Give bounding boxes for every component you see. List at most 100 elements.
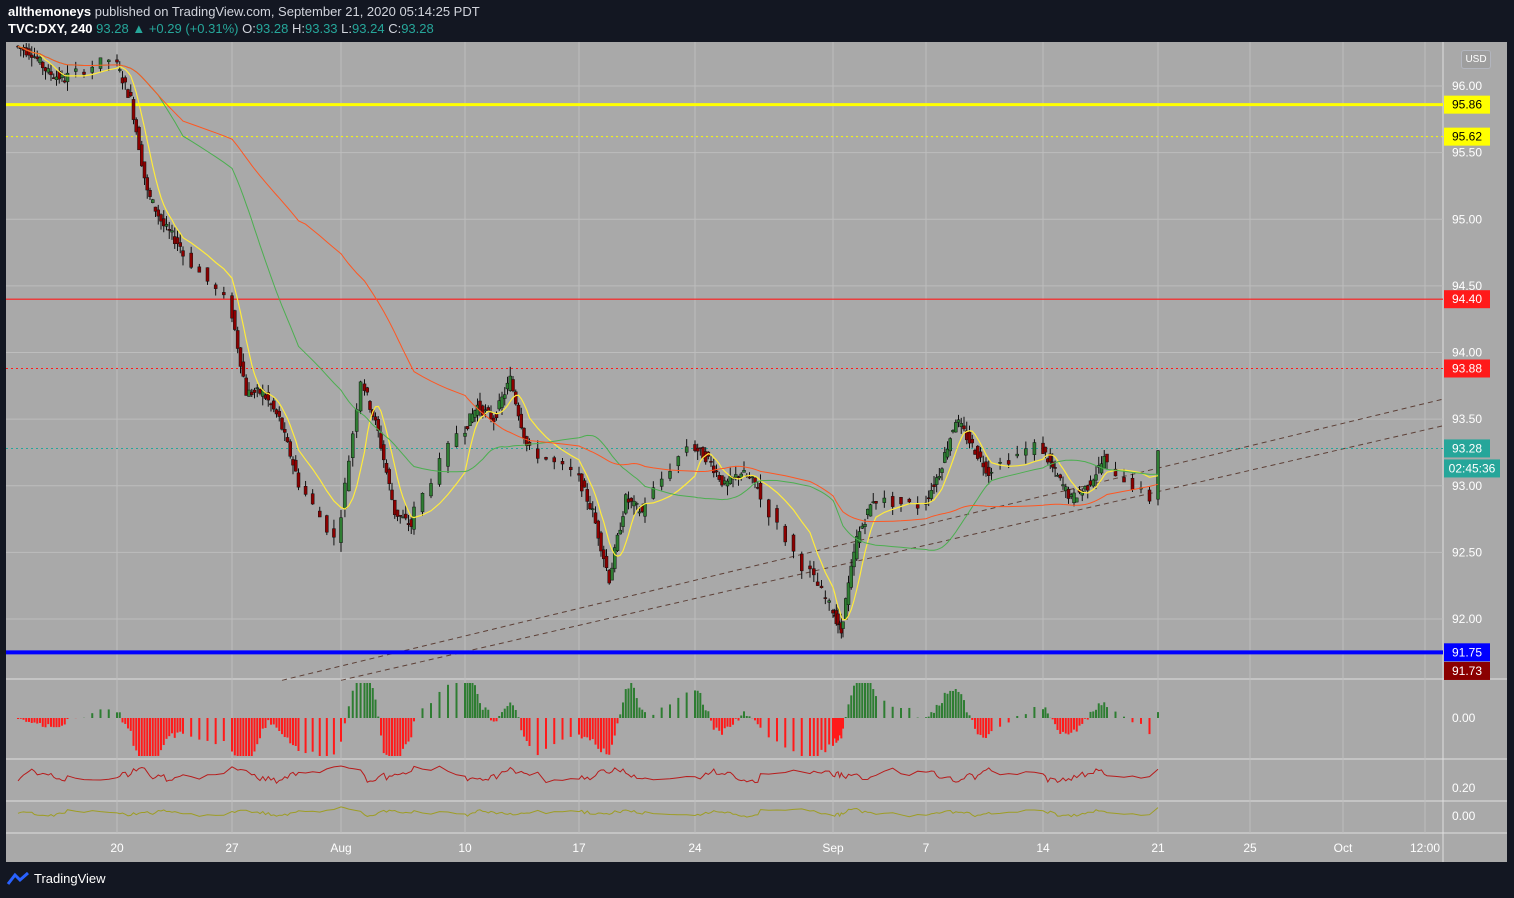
histogram-bar bbox=[602, 718, 605, 749]
histogram-bar bbox=[388, 718, 391, 756]
candle-body bbox=[1094, 474, 1098, 481]
histogram-bar bbox=[816, 718, 819, 756]
histogram-bar bbox=[1007, 718, 1010, 723]
histogram-bar bbox=[351, 690, 354, 718]
author-name[interactable]: allthemoneys bbox=[8, 4, 92, 19]
x-tick-label: 24 bbox=[688, 841, 702, 855]
candle-body bbox=[544, 457, 548, 460]
subpane-tick-label: 0.20 bbox=[1452, 781, 1476, 795]
candle-body bbox=[860, 525, 864, 529]
histogram-bar bbox=[1042, 709, 1044, 718]
price-axis[interactable] bbox=[1443, 42, 1507, 833]
candle-body bbox=[668, 471, 672, 479]
histogram-bar bbox=[242, 718, 245, 756]
candle-body bbox=[181, 250, 185, 257]
candle-body bbox=[868, 504, 873, 517]
candle-body bbox=[742, 470, 746, 473]
currency-badge[interactable]: USD bbox=[1461, 50, 1491, 69]
candle-body bbox=[915, 504, 920, 509]
candle-body bbox=[376, 419, 380, 431]
histogram-bar bbox=[605, 718, 608, 755]
histogram-bar bbox=[1123, 716, 1125, 718]
candle-body bbox=[235, 330, 240, 349]
candle-body bbox=[602, 549, 606, 560]
candle-body bbox=[429, 483, 433, 497]
candle-body bbox=[365, 387, 369, 393]
x-tick-label: Sep bbox=[822, 841, 844, 855]
time-axis[interactable] bbox=[6, 833, 1507, 862]
histogram-bar bbox=[143, 718, 146, 756]
tradingview-logo-icon bbox=[6, 871, 29, 885]
histogram-bar bbox=[404, 718, 407, 745]
histogram-bar bbox=[498, 715, 501, 718]
histogram-bar bbox=[1114, 711, 1117, 718]
histogram-bar bbox=[267, 718, 270, 721]
ma-mid-line bbox=[17, 46, 1159, 551]
high-label: H: bbox=[292, 21, 305, 36]
candle-body bbox=[659, 478, 664, 487]
histogram-bar bbox=[622, 702, 624, 718]
histogram-bar bbox=[652, 714, 655, 718]
histogram-bar bbox=[503, 708, 506, 718]
candle-body bbox=[1058, 474, 1062, 479]
histogram-bar bbox=[149, 718, 151, 756]
histogram-bar bbox=[861, 683, 864, 718]
close-value: 93.28 bbox=[401, 21, 434, 36]
histogram-bar bbox=[236, 718, 239, 756]
histogram-bar bbox=[168, 718, 171, 737]
x-tick-label: 25 bbox=[1243, 841, 1257, 855]
price-change: +0.29 (+0.31%) bbox=[148, 21, 239, 36]
candle-body bbox=[164, 224, 169, 227]
candle-body bbox=[107, 59, 111, 63]
candle-body bbox=[252, 389, 257, 393]
candle-body bbox=[1032, 442, 1037, 455]
histogram-bar bbox=[490, 718, 492, 721]
candle-body bbox=[395, 509, 400, 517]
oscillator2-pane[interactable] bbox=[6, 801, 1443, 833]
candle-body bbox=[131, 99, 136, 120]
histogram-bar bbox=[699, 692, 702, 718]
candle-body bbox=[849, 565, 853, 588]
candle-body bbox=[465, 426, 470, 430]
candle-body bbox=[213, 284, 218, 289]
histogram-bar bbox=[976, 718, 979, 735]
candle-body bbox=[398, 514, 402, 517]
histogram-bar bbox=[514, 709, 517, 718]
candle-body bbox=[827, 600, 831, 603]
candle-body bbox=[134, 119, 138, 133]
histogram-bar bbox=[393, 718, 396, 756]
candle-body bbox=[129, 92, 133, 97]
histogram-bar bbox=[935, 704, 938, 718]
histogram-bar bbox=[509, 702, 512, 718]
histogram-bar bbox=[669, 704, 671, 718]
histogram-bar bbox=[118, 712, 121, 718]
histogram-bar bbox=[162, 718, 165, 746]
candle-body bbox=[753, 477, 757, 483]
histogram-bar bbox=[855, 683, 858, 718]
histogram-bar bbox=[52, 718, 55, 728]
histogram-bar bbox=[382, 718, 385, 754]
histogram-bar bbox=[160, 718, 162, 751]
candle-body bbox=[1075, 497, 1079, 503]
level-badge bbox=[1444, 127, 1490, 146]
candle-body bbox=[767, 499, 771, 518]
candle-body bbox=[945, 448, 950, 458]
candle-body bbox=[280, 417, 284, 430]
histogram-bar bbox=[1078, 718, 1081, 726]
x-tick-label: 17 bbox=[572, 841, 586, 855]
histogram-bar bbox=[561, 718, 564, 740]
histogram-bar bbox=[591, 718, 594, 740]
symbol-label[interactable]: TVC:DXY, 240 bbox=[8, 21, 93, 36]
candle-body bbox=[390, 489, 394, 500]
oscillator1-pane[interactable] bbox=[6, 759, 1443, 801]
footer-brand[interactable]: TradingView bbox=[6, 871, 106, 886]
price-pane[interactable] bbox=[6, 42, 1443, 679]
candle-body bbox=[46, 68, 50, 73]
candle-body bbox=[1105, 453, 1109, 463]
candle-body bbox=[934, 477, 939, 485]
histogram-bar bbox=[481, 709, 484, 718]
candle-body bbox=[148, 190, 152, 197]
histogram-bar bbox=[512, 705, 514, 718]
histogram-bar bbox=[627, 688, 630, 718]
histogram-bar bbox=[968, 715, 971, 718]
